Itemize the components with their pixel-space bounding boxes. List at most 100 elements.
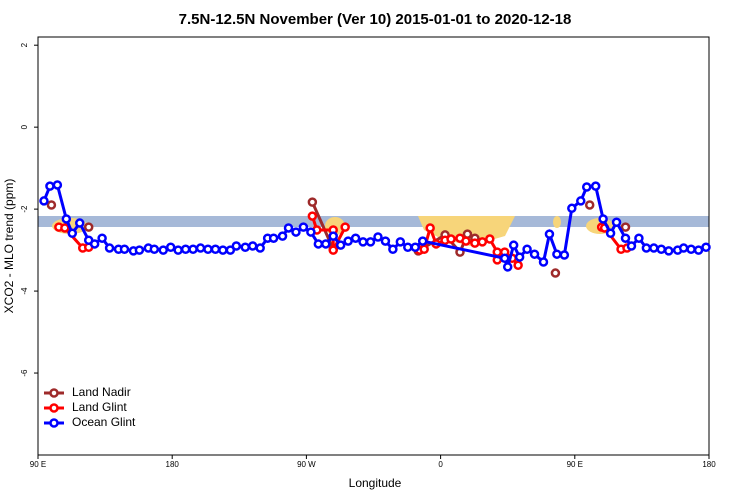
data-point <box>620 233 631 243</box>
data-point <box>701 242 711 252</box>
data-point <box>39 196 49 206</box>
y-tick-label: 2 <box>20 42 29 47</box>
data-point <box>231 241 242 251</box>
legend-swatch-marker <box>49 418 59 428</box>
data-point <box>358 237 368 247</box>
data-point <box>291 227 301 237</box>
data-point <box>508 240 519 250</box>
data-point <box>686 244 696 255</box>
data-point <box>590 181 601 191</box>
data-point <box>298 222 309 232</box>
x-tick-label: 90 W <box>297 460 316 469</box>
data-point <box>529 249 540 259</box>
x-axis-label: Longitude <box>349 476 402 490</box>
data-point <box>538 257 549 267</box>
chart-title: 7.5N-12.5N November (Ver 10) 2015-01-01 … <box>179 11 572 28</box>
data-point <box>268 233 279 243</box>
x-tick-label: 90 E <box>30 460 46 469</box>
data-point <box>247 241 258 251</box>
data-point <box>649 243 659 253</box>
data-point <box>165 242 176 252</box>
data-point <box>343 236 353 246</box>
data-point <box>218 245 228 255</box>
data-point <box>158 245 169 255</box>
data-point <box>656 244 667 255</box>
data-point <box>149 244 160 255</box>
data-point <box>611 217 622 227</box>
data-point <box>605 228 616 239</box>
legend-swatch-marker <box>49 388 59 398</box>
x-tick-label: 180 <box>166 460 180 469</box>
data-point <box>255 243 265 253</box>
y-axis-label: XCO2 - MLO trend (ppm) <box>2 179 16 314</box>
data-point <box>225 245 236 255</box>
data-point <box>559 250 570 260</box>
data-point <box>335 240 346 250</box>
data-point <box>307 211 318 221</box>
y-tick-label: -2 <box>20 205 29 213</box>
data-point <box>61 214 72 224</box>
data-point <box>514 252 525 262</box>
data-point <box>89 239 100 249</box>
x-tick-label: 0 <box>438 460 443 469</box>
data-point <box>693 245 704 255</box>
data-point <box>97 233 107 243</box>
data-point <box>492 247 503 257</box>
land-patch <box>553 216 561 228</box>
data-point <box>502 262 513 272</box>
data-point <box>550 268 561 278</box>
data-point <box>119 244 130 255</box>
data-point <box>446 234 456 244</box>
data-point <box>283 223 294 233</box>
legend-label: Land Nadir <box>72 385 131 399</box>
data-point <box>576 196 586 206</box>
data-point <box>626 241 637 251</box>
data-point <box>350 233 361 243</box>
data-point <box>306 227 316 237</box>
data-point <box>567 203 577 214</box>
data-point <box>52 180 63 190</box>
ocean-band <box>38 216 709 227</box>
data-point <box>83 222 94 232</box>
data-point <box>365 237 376 247</box>
data-point <box>522 244 532 255</box>
data-point <box>513 260 523 271</box>
data-point <box>470 238 480 248</box>
data-point <box>195 243 206 253</box>
data-point <box>425 223 435 233</box>
data-point <box>307 197 318 207</box>
data-point <box>461 236 471 246</box>
data-point <box>552 249 562 259</box>
y-tick-label: -4 <box>20 287 29 295</box>
data-point <box>477 237 488 247</box>
plot-layer: 90 E 180 90 W 0 90 E 180 -6 -4 -2 0 2 Land NadirLan… <box>20 42 716 469</box>
data-point <box>395 237 406 247</box>
data-point <box>419 244 429 255</box>
data-point <box>45 181 55 191</box>
data-point <box>46 200 57 210</box>
legend-label: Land Glint <box>72 400 127 414</box>
x-tick-label: 90 E <box>567 460 583 469</box>
data-point <box>403 242 413 252</box>
data-point <box>620 222 631 232</box>
data-point <box>373 232 383 242</box>
data-point <box>598 214 608 224</box>
data-point <box>388 244 398 255</box>
data-point <box>485 234 495 244</box>
data-point <box>67 228 78 239</box>
data-point <box>641 243 652 253</box>
data-point <box>75 218 85 228</box>
data-point <box>499 253 510 264</box>
data-point <box>328 231 338 241</box>
data-point <box>321 239 331 249</box>
legend-label: Ocean Glint <box>72 415 136 429</box>
data-point <box>180 244 191 255</box>
data-point <box>410 242 421 252</box>
data-point <box>188 244 198 255</box>
data-point <box>544 229 555 239</box>
y-tick-label: -6 <box>20 369 29 377</box>
y-tick-label: 0 <box>20 124 29 129</box>
data-point <box>328 245 338 255</box>
data-point <box>340 222 350 232</box>
